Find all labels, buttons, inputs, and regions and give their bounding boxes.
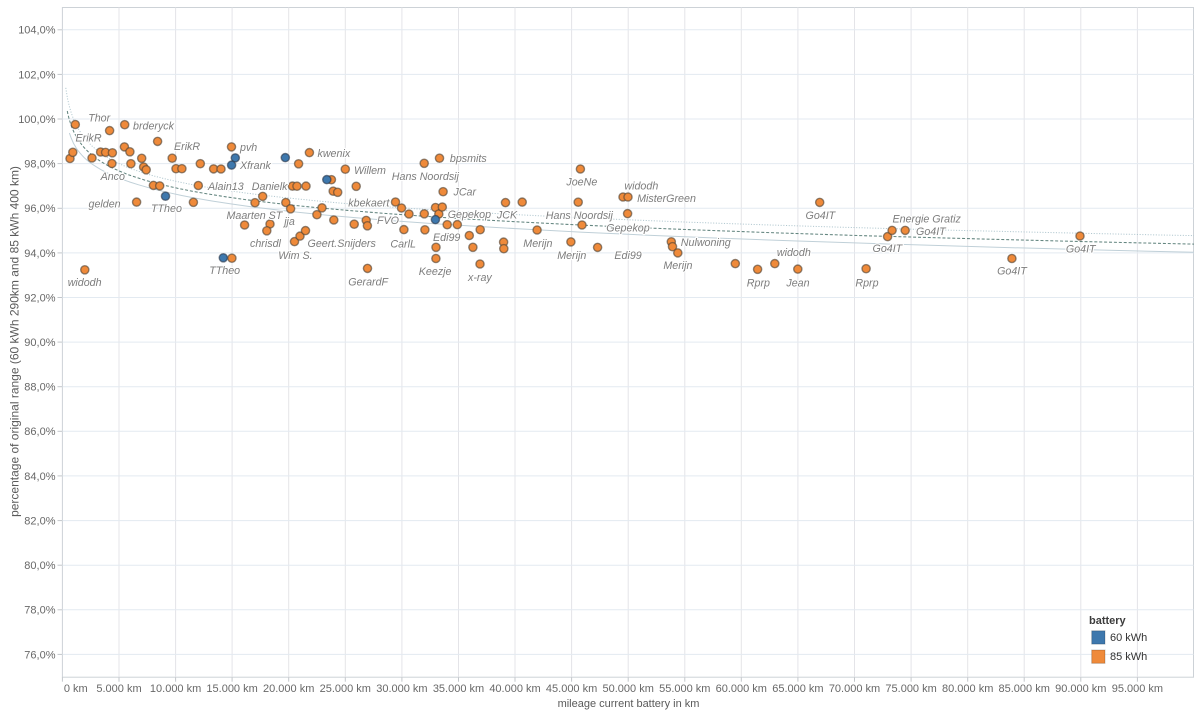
svg-text:Edi99: Edi99 (433, 232, 460, 244)
svg-text:brderyck: brderyck (133, 120, 175, 132)
svg-text:Maarten ST: Maarten ST (227, 210, 284, 222)
svg-text:kwenix: kwenix (318, 148, 351, 160)
svg-text:Jean: Jean (785, 278, 809, 290)
svg-text:94,0%: 94,0% (24, 248, 55, 260)
svg-text:86,0%: 86,0% (24, 426, 55, 438)
svg-text:90,0%: 90,0% (24, 337, 55, 349)
svg-text:Hans Noordsij: Hans Noordsij (546, 210, 614, 222)
svg-text:55.000 km: 55.000 km (659, 683, 710, 695)
svg-text:90.000 km: 90.000 km (1055, 683, 1106, 695)
svg-text:102,0%: 102,0% (18, 69, 56, 81)
svg-text:Rprp: Rprp (747, 278, 770, 290)
svg-text:TTheo: TTheo (209, 265, 240, 277)
svg-text:Anco: Anco (100, 171, 125, 183)
svg-text:65.000 km: 65.000 km (772, 683, 823, 695)
svg-text:Energie Gratiz: Energie Gratiz (893, 214, 962, 226)
svg-text:Geert.Snijders: Geert.Snijders (308, 238, 377, 250)
svg-text:Thor: Thor (88, 113, 110, 125)
svg-text:widodh: widodh (624, 180, 658, 192)
svg-text:Alain13: Alain13 (207, 181, 244, 193)
svg-text:Nulwoning: Nulwoning (681, 237, 731, 249)
svg-text:widodh: widodh (777, 247, 811, 259)
svg-text:Gepekop: Gepekop (448, 209, 491, 221)
svg-text:Go4IT: Go4IT (873, 243, 904, 255)
svg-text:60 kWh: 60 kWh (1110, 632, 1147, 644)
svg-text:mileage current battery in km: mileage current battery in km (558, 698, 700, 710)
svg-text:JoeNe: JoeNe (565, 177, 597, 189)
svg-text:Go4IT: Go4IT (916, 226, 947, 238)
svg-text:Go4IT: Go4IT (997, 266, 1028, 278)
svg-text:85 kWh: 85 kWh (1110, 651, 1147, 663)
svg-text:kbekaert: kbekaert (348, 198, 390, 210)
svg-text:MisterGreen: MisterGreen (637, 193, 696, 205)
svg-text:45.000 km: 45.000 km (546, 683, 597, 695)
svg-text:ErikR: ErikR (76, 133, 102, 145)
svg-text:84,0%: 84,0% (24, 471, 55, 483)
svg-text:battery: battery (1089, 615, 1127, 627)
svg-text:78,0%: 78,0% (24, 605, 55, 617)
svg-text:104,0%: 104,0% (18, 25, 56, 37)
svg-text:40.000 km: 40.000 km (489, 683, 540, 695)
svg-text:Xfrank: Xfrank (239, 160, 272, 172)
svg-text:60.000 km: 60.000 km (716, 683, 767, 695)
svg-text:widodh: widodh (68, 277, 102, 289)
svg-text:Rprp: Rprp (855, 278, 878, 290)
svg-text:80,0%: 80,0% (24, 560, 55, 572)
svg-text:0 km: 0 km (64, 683, 88, 695)
svg-text:15.000 km: 15.000 km (206, 683, 257, 695)
svg-text:Hans Noordsij: Hans Noordsij (392, 171, 460, 183)
svg-text:Keezje: Keezje (419, 266, 452, 278)
svg-text:25.000 km: 25.000 km (320, 683, 371, 695)
svg-text:95.000 km: 95.000 km (1112, 683, 1163, 695)
svg-text:GerardF: GerardF (348, 277, 389, 289)
svg-text:Merijn: Merijn (523, 238, 552, 250)
svg-text:30.000 km: 30.000 km (376, 683, 427, 695)
svg-text:Edi99: Edi99 (614, 250, 641, 262)
svg-text:ErikR: ErikR (174, 141, 200, 153)
svg-text:Willem: Willem (354, 165, 386, 177)
svg-text:92,0%: 92,0% (24, 292, 55, 304)
svg-text:20.000 km: 20.000 km (263, 683, 314, 695)
svg-text:gelden: gelden (89, 198, 121, 210)
svg-text:82,0%: 82,0% (24, 516, 55, 528)
svg-text:Danielk: Danielk (252, 181, 288, 193)
svg-text:Go4IT: Go4IT (806, 210, 837, 222)
svg-text:10.000 km: 10.000 km (150, 683, 201, 695)
svg-text:bpsmits: bpsmits (450, 153, 487, 165)
svg-text:100,0%: 100,0% (18, 114, 56, 126)
svg-text:CarlL: CarlL (390, 238, 416, 250)
svg-text:TTheo: TTheo (151, 203, 182, 215)
svg-text:chrisdl: chrisdl (250, 238, 282, 250)
svg-text:JCar: JCar (453, 187, 477, 199)
svg-text:70.000 km: 70.000 km (829, 683, 880, 695)
svg-text:pvh: pvh (239, 142, 257, 154)
svg-text:jja: jja (282, 216, 295, 228)
svg-text:98,0%: 98,0% (24, 159, 55, 171)
svg-text:FVO: FVO (377, 215, 400, 227)
svg-text:80.000 km: 80.000 km (942, 683, 993, 695)
svg-text:76,0%: 76,0% (24, 649, 55, 661)
svg-text:Merijn: Merijn (663, 260, 692, 272)
svg-text:x-ray: x-ray (467, 272, 492, 284)
svg-text:88,0%: 88,0% (24, 382, 55, 394)
svg-text:JCK: JCK (496, 210, 518, 222)
svg-text:Merijn: Merijn (557, 250, 586, 262)
svg-text:75.000 km: 75.000 km (885, 683, 936, 695)
svg-text:96,0%: 96,0% (24, 203, 55, 215)
svg-text:35.000 km: 35.000 km (433, 683, 484, 695)
svg-text:85.000 km: 85.000 km (999, 683, 1050, 695)
svg-text:5.000 km: 5.000 km (96, 683, 141, 695)
svg-text:percentage of original range (: percentage of original range (60 kWh 290… (8, 166, 22, 517)
svg-text:Gepekop: Gepekop (606, 222, 649, 234)
svg-text:Wim S.: Wim S. (278, 250, 312, 262)
svg-text:Go4IT: Go4IT (1066, 243, 1097, 255)
svg-text:50.000 km: 50.000 km (603, 683, 654, 695)
